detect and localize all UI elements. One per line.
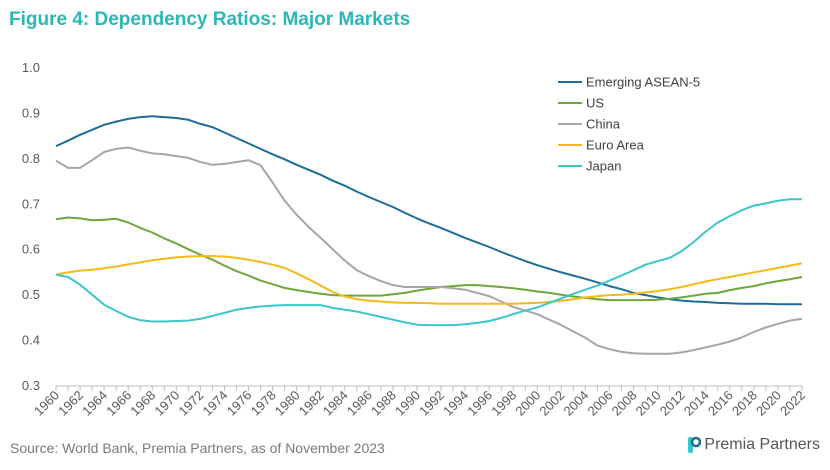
x-tick-label: 2016 xyxy=(705,388,736,419)
legend: Emerging ASEAN-5 US China Euro Area Japan xyxy=(558,75,700,174)
x-axis: 1960196219641966196819701972197419761978… xyxy=(31,385,808,419)
x-tick-label: 1978 xyxy=(248,388,279,419)
x-tick-label: 2004 xyxy=(560,388,591,419)
x-tick-label: 2002 xyxy=(536,388,567,419)
x-tick-label: 2012 xyxy=(657,388,688,419)
chart-title: Figure 4: Dependency Ratios: Major Marke… xyxy=(9,9,411,30)
y-tick-label: 1.0 xyxy=(22,60,40,75)
y-tick-label: 0.6 xyxy=(22,242,40,257)
x-tick-label: 2006 xyxy=(585,388,616,419)
x-tick-label: 2008 xyxy=(609,388,640,419)
x-tick-label: 1976 xyxy=(224,388,255,419)
y-tick-label: 0.4 xyxy=(22,333,40,348)
x-tick-label: 1986 xyxy=(344,388,375,419)
x-tick-label: 2000 xyxy=(512,388,543,419)
legend-label: US xyxy=(586,96,604,111)
x-tick-label: 1982 xyxy=(296,388,327,419)
legend-label: China xyxy=(586,117,621,132)
series-line-euro-area xyxy=(55,255,803,305)
series-line-china xyxy=(55,146,803,355)
brand-logo: Premia Partners xyxy=(687,436,820,454)
y-tick-label: 0.8 xyxy=(22,151,40,166)
y-tick-label: 0.5 xyxy=(22,287,40,302)
series-line-emerging-asean-5 xyxy=(55,115,802,306)
x-tick-label: 1994 xyxy=(440,388,471,419)
x-tick-label: 2020 xyxy=(753,388,784,419)
x-tick-label: 1972 xyxy=(175,388,206,419)
x-tick-label: 1980 xyxy=(272,388,303,419)
logo-text: Premia Partners xyxy=(704,436,820,453)
premia-logo-icon xyxy=(688,436,702,453)
x-tick-label: 2022 xyxy=(777,388,808,419)
x-tick-label: 1990 xyxy=(392,388,423,419)
x-tick-label: 1992 xyxy=(416,388,447,419)
y-tick-label: 0.7 xyxy=(22,196,40,211)
x-tick-label: 1984 xyxy=(320,388,351,419)
x-tick-label: 1996 xyxy=(464,388,495,419)
x-tick-label: 1970 xyxy=(151,388,182,419)
series-line-us xyxy=(55,216,803,302)
legend-label: Japan xyxy=(586,159,621,174)
x-tick-label: 1988 xyxy=(368,388,399,419)
x-tick-label: 1974 xyxy=(200,388,231,419)
series-line-japan xyxy=(55,198,802,327)
legend-label: Euro Area xyxy=(586,138,645,153)
x-tick-label: 1964 xyxy=(79,388,110,419)
y-tick-label: 0.3 xyxy=(22,378,40,393)
series-lines xyxy=(55,115,803,355)
y-tick-label: 0.9 xyxy=(22,105,40,120)
x-tick-label: 2018 xyxy=(729,388,760,419)
legend-label: Emerging ASEAN-5 xyxy=(586,75,700,90)
source-note: Source: World Bank, Premia Partners, as … xyxy=(10,440,385,456)
x-tick-label: 2014 xyxy=(681,388,712,419)
x-tick-label: 2010 xyxy=(633,388,664,419)
x-tick-label: 1962 xyxy=(55,388,86,419)
y-axis: 0.3 0.4 0.5 0.6 0.7 0.8 0.9 1.0 xyxy=(22,60,40,393)
x-tick-label: 1998 xyxy=(488,388,519,419)
x-tick-label: 1968 xyxy=(127,388,158,419)
x-tick-label: 1966 xyxy=(103,388,134,419)
